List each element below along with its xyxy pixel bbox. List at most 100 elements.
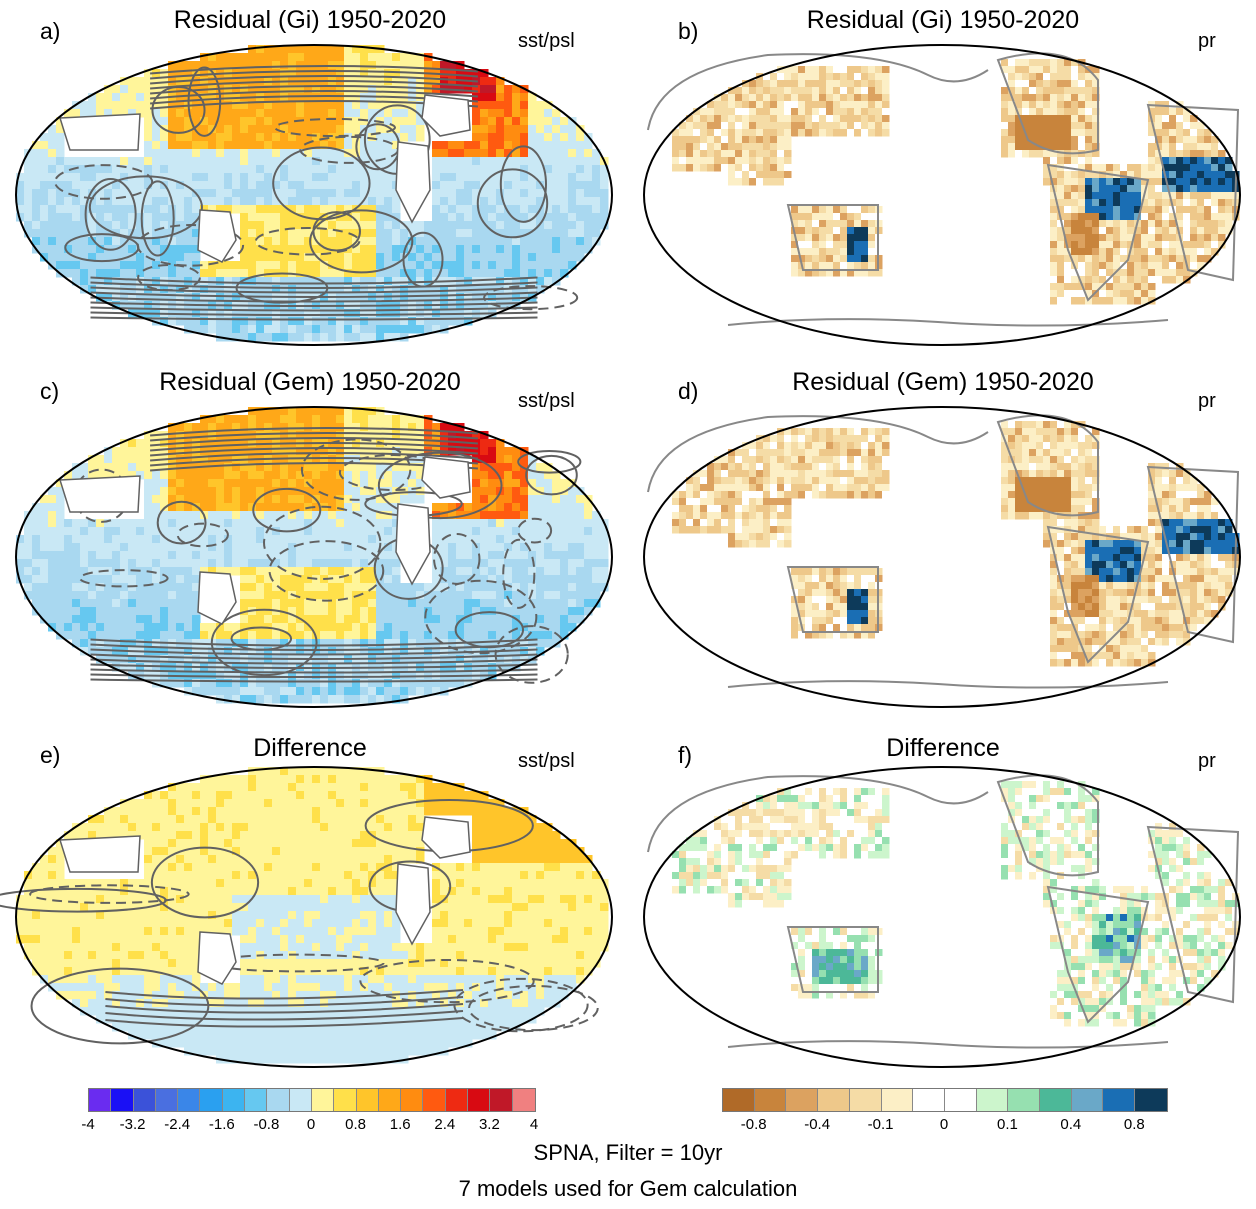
caption-line-1: SPNA, Filter = 10yr (533, 1140, 723, 1165)
map-pr (643, 406, 1241, 708)
colorbar-tick-label: -0.1 (867, 1116, 894, 1133)
panel-b: b) Residual (Gi) 1950-2020 pr (628, 0, 1256, 360)
colorbar-box (818, 1089, 850, 1111)
colorbar-box (944, 1089, 977, 1111)
colorbar-box (378, 1089, 402, 1111)
colorbar-box (723, 1089, 755, 1111)
colorbar-tick-label: 0 (306, 1116, 316, 1133)
panel-label: f) (678, 742, 693, 768)
panel-title: Residual (Gi) 1950-2020 (806, 6, 1080, 34)
colorbar-box (1135, 1089, 1167, 1111)
colorbar-box (155, 1089, 179, 1111)
panel-label: a) (40, 18, 61, 44)
colorbar-box (222, 1089, 246, 1111)
colorbar-tick-label: -0.4 (804, 1116, 831, 1133)
colorbar-box (1071, 1089, 1104, 1111)
psl-contours (73, 426, 582, 684)
colorbar-box (267, 1089, 290, 1111)
colorbar-tick-label: 3.2 (478, 1116, 500, 1133)
colorbar-tick-label: 0.4 (1060, 1116, 1082, 1133)
colorbar-box (178, 1089, 201, 1111)
panel-label: e) (40, 742, 61, 768)
coastlines (647, 774, 1240, 1049)
colorbar-box (245, 1089, 268, 1111)
panel-title: Difference (886, 734, 1000, 762)
panel-variable: sst/psl (518, 390, 575, 412)
pr-field (672, 59, 1240, 305)
colorbar-tick-label: 0.1 (996, 1116, 1018, 1133)
map-sst (15, 406, 613, 708)
colorbar-box (881, 1089, 914, 1111)
panel-label: d) (678, 378, 699, 404)
colorbar-box (754, 1089, 787, 1111)
colorbar-box (490, 1089, 513, 1111)
colorbar-box (786, 1089, 819, 1111)
panel-variable: pr (1198, 30, 1216, 52)
colorbar-tick-label: 1.6 (389, 1116, 411, 1133)
pr-field (672, 781, 1240, 1027)
map-pr (643, 44, 1241, 346)
colorbar-box (334, 1089, 357, 1111)
panel-f: f) Difference pr (628, 722, 1256, 1082)
colorbar-tick-label: 0.8 (345, 1116, 367, 1133)
map-sst-diff (0, 766, 613, 1068)
colorbar-ticks: -4 -3.2 -2.4 -1.6 -0.8 0 0.8 1.6 2.4 3.2 4 (81, 1116, 538, 1136)
colorbar-box (401, 1089, 424, 1111)
colorbar-box (311, 1089, 335, 1111)
panel-title: Residual (Gem) 1950-2020 (159, 368, 461, 396)
panel-variable: pr (1198, 750, 1216, 772)
pr-colorbar: -0.8 -0.4 -0.1 0 0.1 0.4 0.8 (722, 1088, 1168, 1138)
coastlines (58, 94, 471, 263)
colorbar-boxes (722, 1088, 1168, 1112)
coastlines (58, 816, 471, 985)
map-sst (15, 44, 613, 346)
colorbar-box (512, 1089, 535, 1111)
pr-field (672, 421, 1240, 667)
panel-label: c) (40, 378, 60, 404)
map-pr-diff (643, 766, 1241, 1068)
colorbar-box (423, 1089, 446, 1111)
colorbar-tick-label: 2.4 (434, 1116, 456, 1133)
colorbar-tick-label: 0 (939, 1116, 949, 1133)
colorbar-tick-label: -1.6 (208, 1116, 235, 1133)
colorbar-tick-label: -0.8 (740, 1116, 767, 1133)
panel-c: c) Residual (Gem) 1950-2020 sst/psl (0, 362, 628, 722)
panel-variable: sst/psl (518, 30, 575, 52)
coastlines (58, 456, 471, 625)
colorbar-tick-label: -2.4 (164, 1116, 191, 1133)
colorbar-box (111, 1089, 134, 1111)
colorbar-box (1103, 1089, 1136, 1111)
psl-contours (54, 64, 579, 321)
caption-line-2: 7 models used for Gem calculation (458, 1176, 798, 1201)
colorbar-tick-label: -4 (81, 1116, 95, 1133)
panel-title: Residual (Gi) 1950-2020 (173, 6, 447, 34)
panel-label: b) (678, 18, 699, 44)
colorbar-box (356, 1089, 379, 1111)
panel-e: e) Difference sst/psl (0, 722, 628, 1082)
colorbar-box (468, 1089, 491, 1111)
colorbar-box (133, 1089, 156, 1111)
colorbar-box (849, 1089, 882, 1111)
colorbar-box (976, 1089, 1009, 1111)
panel-variable: pr (1198, 390, 1216, 412)
panel-title: Residual (Gem) 1950-2020 (792, 368, 1094, 396)
colorbar-box (89, 1089, 112, 1111)
panel-variable: sst/psl (518, 750, 575, 772)
colorbar-box (445, 1089, 469, 1111)
panel-a: a) Residual (Gi) 1950-2020 sst/psl (0, 0, 628, 360)
colorbar-box (913, 1089, 945, 1111)
colorbar-box (1008, 1089, 1041, 1111)
colorbar-box (200, 1089, 223, 1111)
colorbar-box (1040, 1089, 1072, 1111)
colorbar-tick-label: -3.2 (119, 1116, 146, 1133)
sst-field (16, 767, 609, 1064)
panel-title: Difference (253, 734, 367, 762)
colorbar-tick-label: 0.8 (1123, 1116, 1145, 1133)
sst-colorbar: -4 -3.2 -2.4 -1.6 -0.8 0 0.8 1.6 2.4 3.2 4 (81, 1088, 538, 1138)
colorbar-box (289, 1089, 312, 1111)
colorbar-boxes (88, 1088, 536, 1112)
colorbar-tick-label: -0.8 (253, 1116, 280, 1133)
colorbar-tick-label: 4 (529, 1116, 539, 1133)
colorbar-ticks: -0.8 -0.4 -0.1 0 0.1 0.4 0.8 (722, 1116, 1166, 1136)
panel-d: d) Residual (Gem) 1950-2020 pr (628, 362, 1256, 722)
